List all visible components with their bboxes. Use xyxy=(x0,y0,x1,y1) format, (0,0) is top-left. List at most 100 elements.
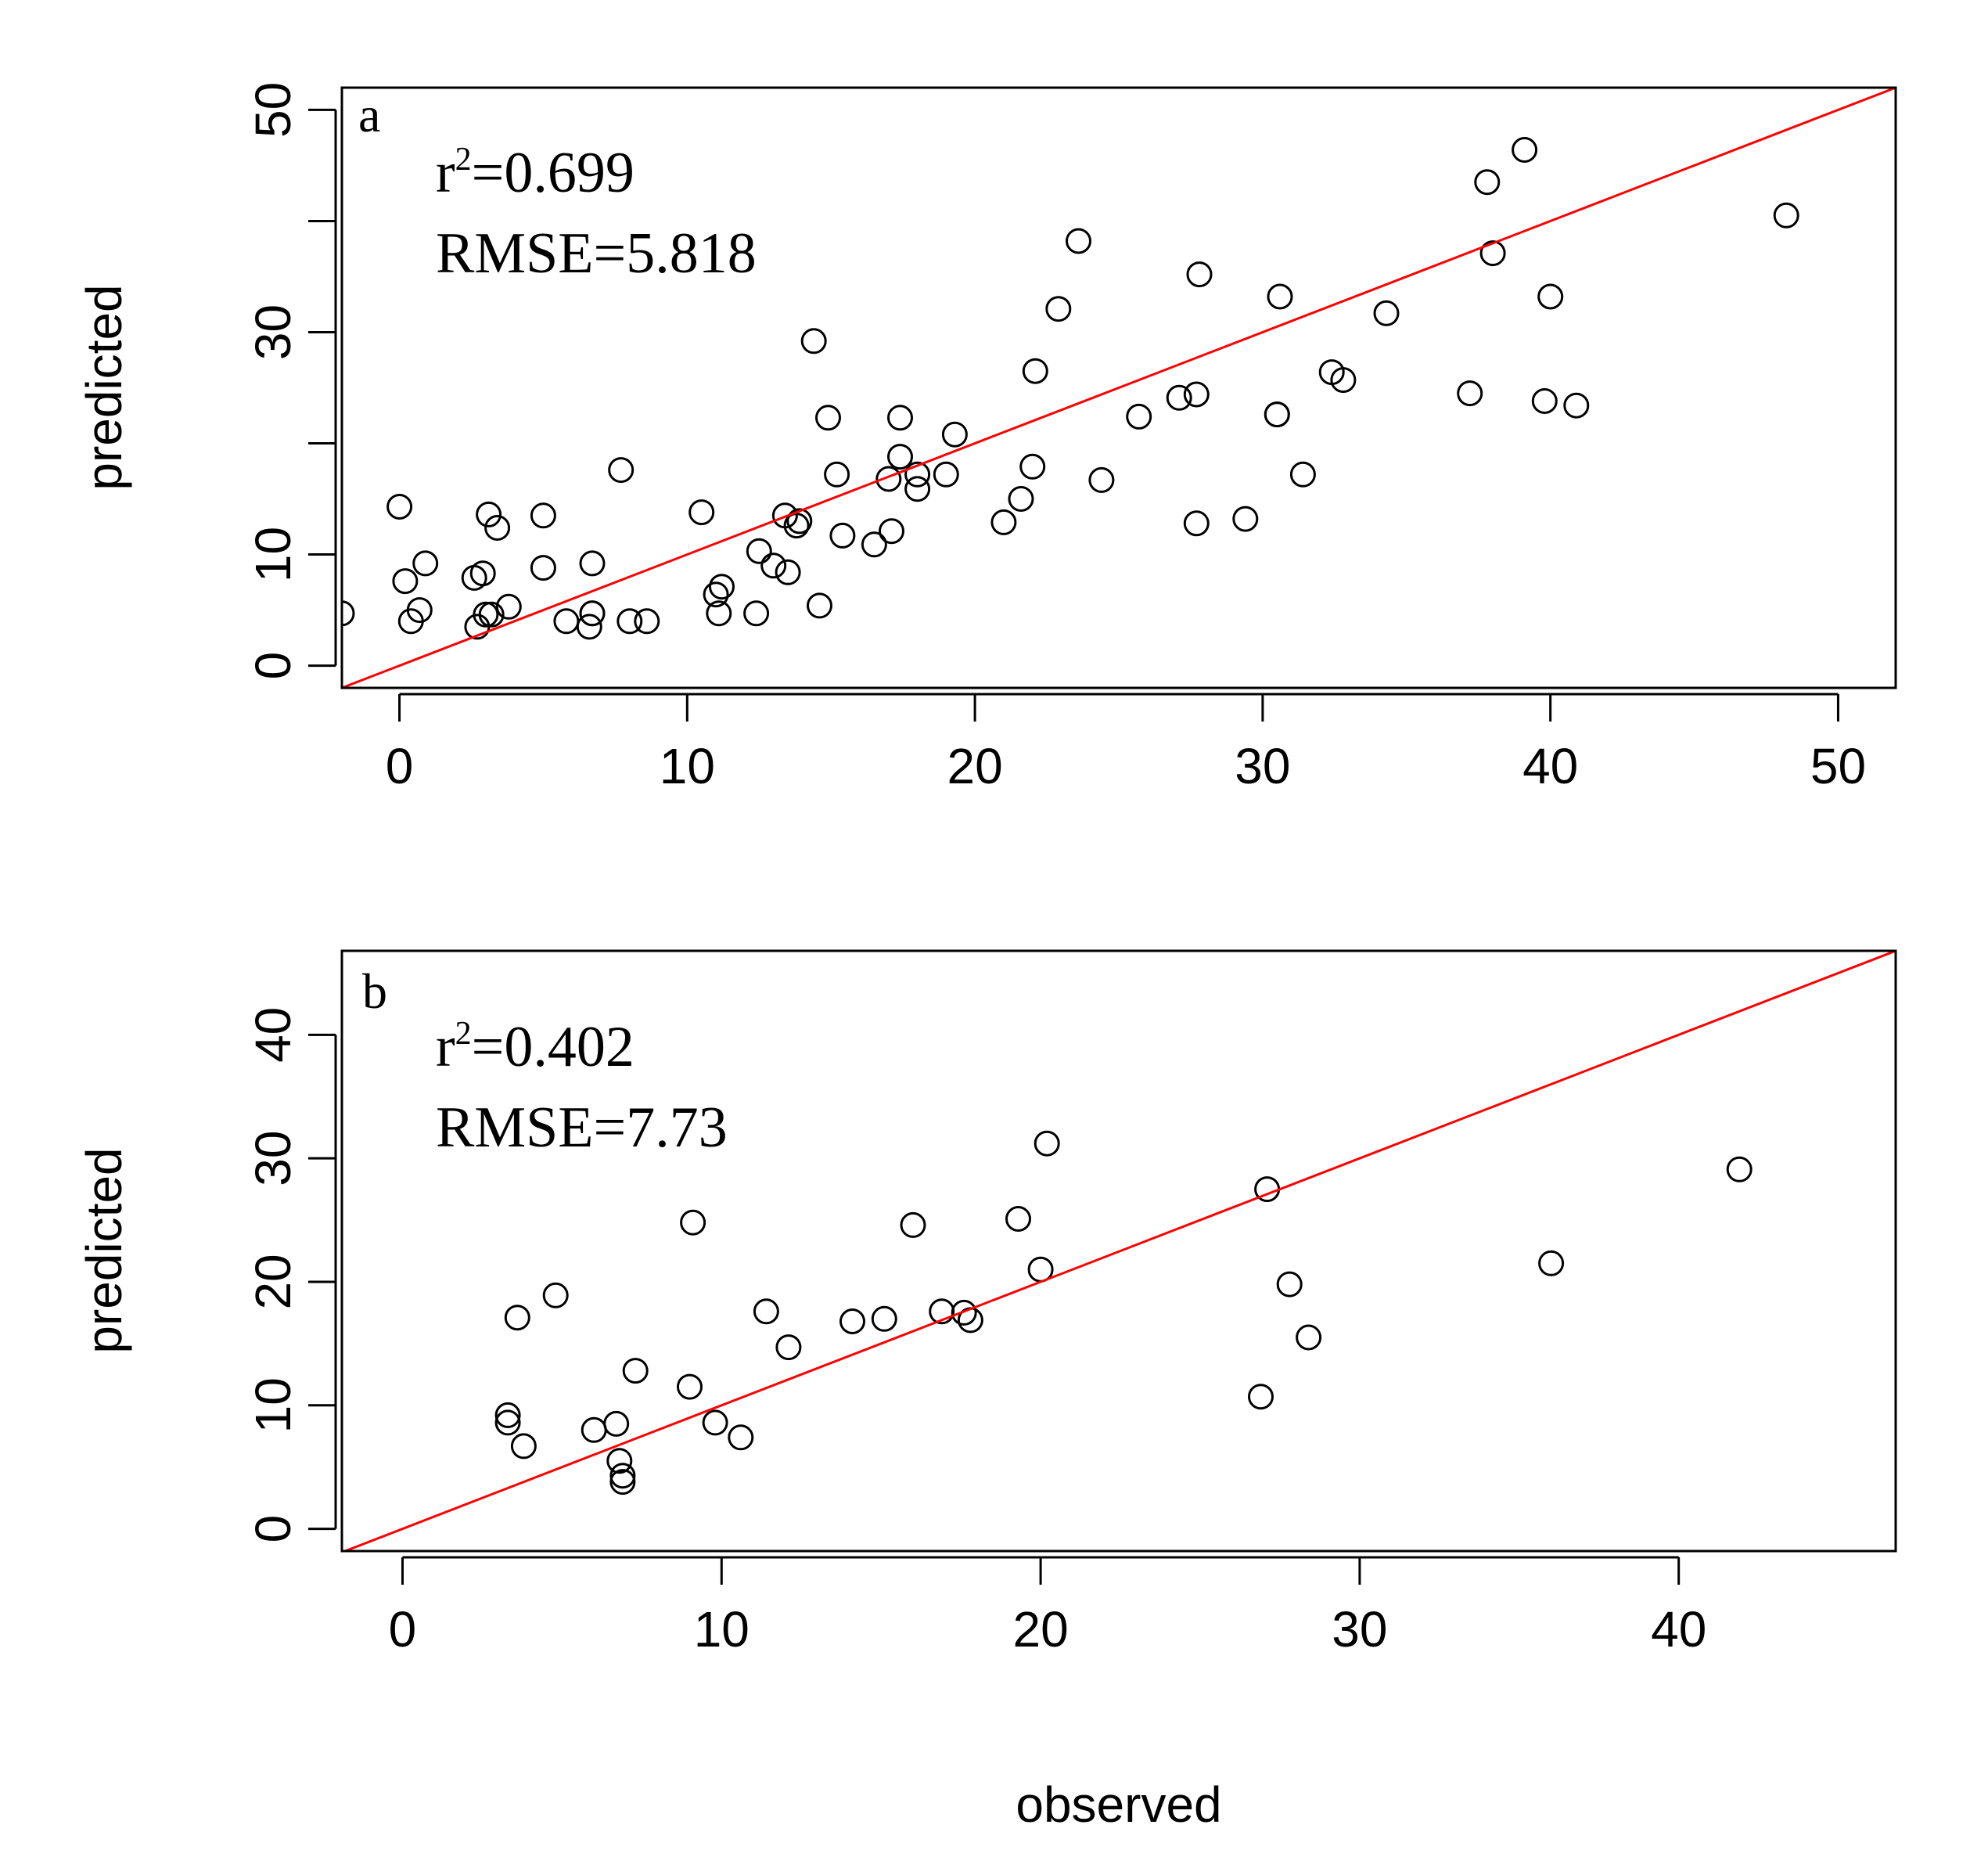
panel-b-label: b xyxy=(362,963,387,1019)
panel-a-point xyxy=(1474,169,1501,196)
panel-a-y-axis-label: predicted xyxy=(76,284,132,490)
panel-a-point xyxy=(579,600,606,627)
panel-a-point xyxy=(342,600,355,627)
panel-b-point xyxy=(603,1410,630,1437)
panel-a-point xyxy=(476,501,502,527)
panel-a-point xyxy=(412,550,439,577)
panel-b-point xyxy=(753,1298,779,1325)
panel-a-point xyxy=(746,538,772,564)
panel-b-point xyxy=(728,1424,754,1451)
panel-b-point xyxy=(1538,1250,1565,1276)
panel-b-point xyxy=(680,1209,706,1236)
panel-b-point xyxy=(1248,1384,1274,1410)
panel-a-x-axis: 0 10 20 30 40 50 xyxy=(386,693,1866,794)
panel-a-point xyxy=(933,461,959,488)
panel-a-markers xyxy=(342,137,1799,640)
panel-b-y-tick-label: 30 xyxy=(245,1131,301,1186)
panel-b-r2-value: =0.402 xyxy=(472,1015,635,1079)
panel-a-point xyxy=(879,518,904,545)
panel-b-point xyxy=(494,1409,521,1436)
panel-a-point xyxy=(1512,137,1538,163)
panel-a-point xyxy=(478,601,505,628)
panel-a-point xyxy=(1008,486,1034,512)
panel-a-point xyxy=(1457,380,1483,407)
panel-b-point xyxy=(702,1409,728,1436)
panel-a-rmse-stat: RMSE=5.818 xyxy=(436,221,757,286)
panel-a-plot-frame xyxy=(340,86,1897,689)
panel-a-y-axis: 0 10 30 50 xyxy=(245,82,337,680)
panel-b-point xyxy=(494,1402,521,1428)
panel-a-point xyxy=(1563,392,1590,419)
panel-b-point xyxy=(1276,1271,1303,1298)
panel-b-x-tick-label: 30 xyxy=(1332,1601,1387,1657)
panel-a-point xyxy=(1330,367,1357,394)
panel-a-point xyxy=(904,461,931,488)
panel-a-point xyxy=(760,552,787,579)
panel-a-point xyxy=(1531,388,1558,414)
panel-a-point xyxy=(703,581,729,608)
panel-a-point xyxy=(392,568,419,595)
panel-b-x-axis: 0 10 20 30 40 xyxy=(389,1556,1706,1657)
panel-a-point xyxy=(469,560,496,587)
panel-b-point xyxy=(839,1308,865,1334)
panel-b-point xyxy=(1726,1156,1753,1182)
panel-b-point xyxy=(504,1305,530,1331)
panel-a-point xyxy=(530,555,556,581)
panel-a-x-tick-label: 20 xyxy=(947,738,1003,794)
panel-a-point xyxy=(1066,228,1091,254)
panel-a-point xyxy=(1232,506,1259,532)
panel-b-point xyxy=(775,1334,802,1361)
panel-a-point xyxy=(1373,300,1400,326)
panel-a-point xyxy=(473,601,499,628)
panel-a-point xyxy=(709,574,735,600)
panel-a-point xyxy=(617,608,643,635)
panel-a-point xyxy=(1773,202,1799,229)
panel-a-reference-line xyxy=(342,88,1896,688)
panel-a-point xyxy=(1088,466,1115,493)
panel-b-x-tick-label: 40 xyxy=(1651,1601,1706,1657)
panel-b-y-tick-label: 0 xyxy=(245,1515,301,1543)
panel-b-point xyxy=(609,1463,636,1489)
panel-b-reference-line-path xyxy=(342,951,1896,1551)
panel-a-point xyxy=(1537,283,1564,310)
panel-a-point xyxy=(484,515,511,541)
panel-b-point xyxy=(510,1433,537,1459)
panel-b-y-tick-label: 40 xyxy=(245,1007,301,1063)
panel-a-point xyxy=(800,328,827,355)
panel-a-point xyxy=(688,499,715,526)
panel-a-x-tick-label: 0 xyxy=(386,738,414,794)
panel-a-point xyxy=(1186,261,1213,288)
panel-a-point xyxy=(634,608,660,635)
panel-a-r2-prefix: r xyxy=(436,141,455,205)
panel-a-point xyxy=(783,513,810,539)
panel-b-r2-superscript: 2 xyxy=(455,1016,472,1052)
panel-a-point xyxy=(941,421,968,448)
panel-b-y-tick-label: 10 xyxy=(245,1377,301,1433)
panel-a-point xyxy=(706,600,732,627)
panel-b-y-tick-label: 20 xyxy=(245,1254,301,1309)
panel-a-label: a xyxy=(358,87,380,142)
panel-a-point xyxy=(608,457,635,484)
panel-a-point xyxy=(904,476,931,502)
panel-a-point xyxy=(1022,358,1048,384)
panel-b-x-tick-label: 10 xyxy=(694,1601,750,1657)
panel-a-point xyxy=(861,531,887,558)
panel-a-y-tick-label: 10 xyxy=(245,527,301,582)
panel-b-x-tick-label: 20 xyxy=(1012,1601,1068,1657)
panel-a-r2-superscript: 2 xyxy=(455,142,472,178)
panel-a-x-tick-label: 10 xyxy=(660,738,715,794)
panel-a-y-tick-label: 0 xyxy=(245,652,301,680)
panel-b-plot-frame xyxy=(340,949,1897,1553)
panel-a-point xyxy=(1289,461,1316,488)
panel-a-point xyxy=(576,614,602,640)
panel-b-y-axis: 0 10 20 30 40 xyxy=(245,1007,337,1543)
panel-a-point xyxy=(1267,283,1293,310)
panel-b-rmse-stat: RMSE=7.73 xyxy=(436,1096,728,1160)
panel-a-x-tick-label: 50 xyxy=(1810,738,1866,794)
panel-a-point xyxy=(829,522,856,549)
panel-b-point xyxy=(871,1305,897,1332)
panel-a-point xyxy=(824,461,850,488)
panel-a-point xyxy=(579,550,606,577)
panel-b-x-tick-label: 0 xyxy=(389,1601,417,1657)
